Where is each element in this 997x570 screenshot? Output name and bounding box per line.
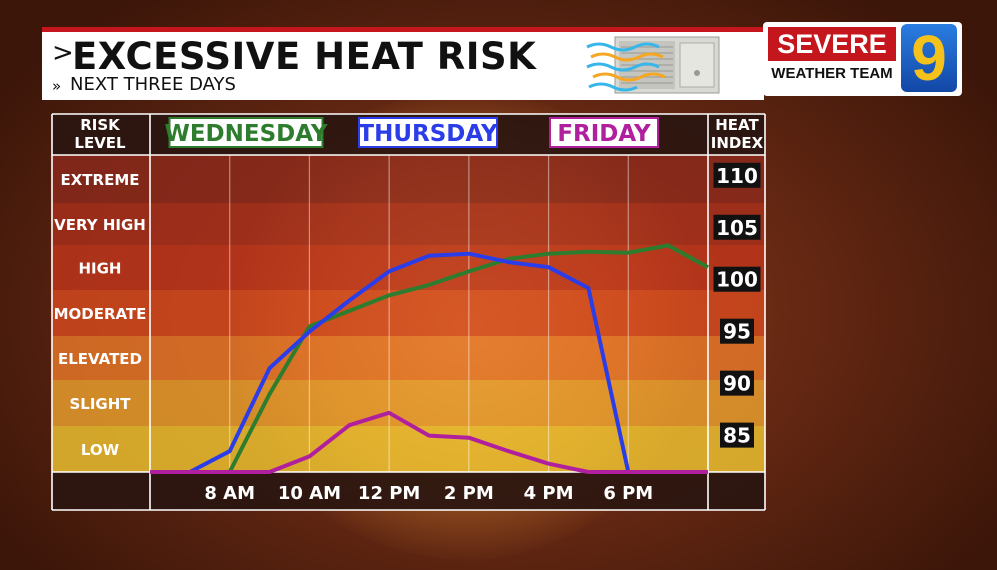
heat-index-tick-bg — [720, 422, 754, 448]
heat-index-column-header: HEAT — [715, 116, 759, 134]
heat-index-tick-label: 85 — [723, 424, 751, 448]
heat-index-tick-label: 110 — [716, 164, 758, 188]
legend-label-thursday: THURSDAY — [358, 121, 498, 147]
heat-index-tick-label: 95 — [723, 320, 751, 344]
heat-index-tick-label: 100 — [716, 268, 758, 292]
risk-level-label: HIGH — [78, 260, 121, 278]
x-tick-label: 2 PM — [444, 483, 494, 504]
risk-column-header: LEVEL — [74, 134, 126, 152]
air-conditioner-icon — [586, 36, 720, 94]
title-chevron: > — [52, 38, 74, 68]
chart-axis-row — [52, 472, 765, 510]
x-tick-label: 4 PM — [524, 483, 574, 504]
logo-severe-text: SEVERE — [768, 27, 896, 61]
heat-index-tick-label: 90 — [723, 372, 751, 396]
page-title: EXCESSIVE HEAT RISK — [72, 35, 537, 78]
logo-channel-number: 9 — [901, 24, 957, 92]
risk-column-header: RISK — [80, 116, 121, 134]
x-tick-label: 10 AM — [278, 483, 341, 504]
heat-index-tick-bg — [720, 318, 754, 344]
heat-index-tick-bg — [720, 370, 754, 396]
risk-band — [52, 380, 765, 426]
risk-level-label: ELEVATED — [58, 350, 142, 368]
risk-level-label: EXTREME — [60, 171, 139, 189]
heat-index-tick-bg — [713, 162, 761, 188]
heat-index-tick-label: 105 — [716, 216, 758, 240]
x-tick-label: 12 PM — [358, 483, 420, 504]
legend-box-thursday — [358, 117, 498, 148]
logo-team-text: WEATHER TEAM — [771, 65, 893, 82]
risk-band — [52, 155, 765, 203]
heat-index-column-header: INDEX — [711, 134, 764, 152]
risk-level-label: MODERATE — [54, 305, 147, 323]
subtitle-chevron: » — [52, 77, 62, 95]
risk-level-label: VERY HIGH — [54, 216, 146, 234]
legend-label-wednesday: WEDNESDAY — [164, 121, 327, 147]
risk-level-label: LOW — [81, 441, 120, 459]
legend-box-friday — [549, 117, 659, 148]
legend-label-friday: FRIDAY — [557, 121, 651, 147]
x-tick-label: 6 PM — [603, 483, 653, 504]
risk-level-label: SLIGHT — [69, 395, 131, 413]
risk-band — [52, 245, 765, 290]
risk-band — [52, 290, 765, 336]
station-logo: SEVERE WEATHER TEAM 9 — [763, 22, 962, 96]
heat-index-tick-bg — [713, 214, 761, 240]
x-tick-label: 8 AM — [204, 483, 255, 504]
risk-band — [52, 336, 765, 380]
risk-band — [52, 203, 765, 245]
page-subtitle: NEXT THREE DAYS — [70, 74, 236, 95]
legend-box-wednesday — [168, 117, 324, 148]
risk-band — [52, 426, 765, 472]
heat-index-tick-bg — [713, 266, 761, 292]
